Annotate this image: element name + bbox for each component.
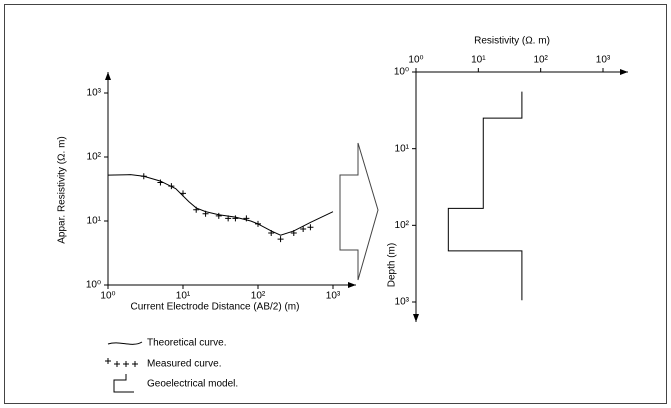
- measured-point: [243, 215, 250, 222]
- frame: [4, 4, 667, 404]
- legend-plus-swatch: [123, 361, 129, 367]
- y-tick-label: 10²: [87, 152, 102, 163]
- x-axis-arrow: [620, 69, 628, 75]
- y-tick-label: 10²: [395, 220, 410, 231]
- measured-point: [225, 215, 232, 222]
- measured-point: [290, 229, 297, 236]
- model-line: [447, 91, 523, 301]
- legend-plus-swatch: [132, 361, 138, 367]
- measured-point: [168, 183, 175, 190]
- measured-point: [202, 210, 209, 217]
- legend-label: Geoelectrical model.: [147, 379, 238, 390]
- measured-point: [157, 179, 164, 186]
- x-axis-title: Current Electrode Distance (AB/2) (m): [131, 302, 300, 313]
- legend-label: Measured curve.: [147, 359, 221, 370]
- measured-point: [180, 190, 186, 197]
- y-axis-title: Depth (m): [387, 243, 398, 287]
- legend-plus-swatch: [105, 358, 111, 364]
- x-tick-label: 10⁰: [100, 291, 115, 302]
- measured-point: [307, 224, 314, 231]
- legend-step-swatch: [113, 374, 134, 393]
- legend-line-swatch: [107, 341, 143, 345]
- y-tick-label: 10⁰: [394, 67, 409, 78]
- legend-plus-swatch: [114, 361, 120, 367]
- x-tick-label: 10²: [251, 291, 266, 302]
- measured-point: [232, 215, 239, 222]
- x-tick-label: 10²: [533, 55, 548, 66]
- x-tick-label: 10³: [596, 55, 611, 66]
- x-axis-arrow: [348, 282, 356, 288]
- y-tick-label: 10¹: [87, 216, 102, 227]
- y-tick-label: 10⁰: [86, 280, 101, 291]
- x-axis-title: Resistivity (Ω. m): [474, 36, 550, 47]
- y-tick-label: 10³: [87, 88, 102, 99]
- y-axis-title: Appar. Resistivity (Ω. m): [57, 136, 68, 244]
- measured-point: [140, 173, 147, 180]
- measured-point: [277, 236, 284, 243]
- y-axis-arrow: [413, 314, 419, 322]
- measured-point: [193, 206, 200, 213]
- measured-point: [255, 220, 261, 227]
- transform-arrow: [339, 142, 379, 281]
- x-tick-label: 10³: [326, 291, 341, 302]
- x-tick-label: 10¹: [176, 291, 191, 302]
- x-tick-label: 10¹: [471, 55, 486, 66]
- y-tick-label: 10¹: [395, 143, 410, 154]
- measured-point: [300, 225, 307, 232]
- x-tick-label: 10⁰: [408, 55, 423, 66]
- legend-label: Theoretical curve.: [147, 338, 226, 349]
- measured-point: [215, 212, 222, 219]
- y-axis-arrow: [105, 72, 111, 80]
- y-tick-label: 10³: [395, 297, 410, 308]
- measured-point: [268, 229, 275, 236]
